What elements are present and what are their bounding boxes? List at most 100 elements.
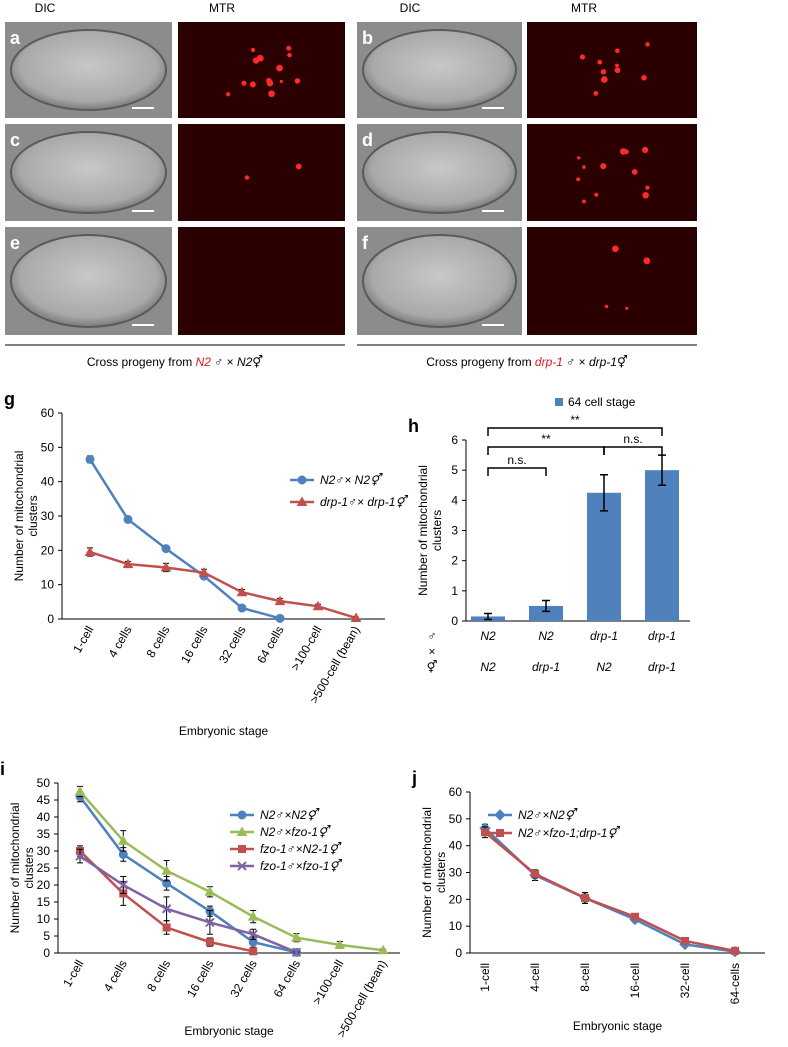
y-tick-label: 20 xyxy=(37,878,51,892)
series-line xyxy=(89,550,357,620)
significance-label: ** xyxy=(541,432,551,446)
mtr-image xyxy=(178,124,345,221)
marker xyxy=(238,845,246,853)
panel-letter: h xyxy=(408,416,419,436)
mtr-spot xyxy=(620,148,627,155)
marker xyxy=(161,544,171,554)
embryo xyxy=(10,234,167,328)
embryo xyxy=(10,131,167,214)
y-tick-label: 10 xyxy=(41,578,55,592)
y-label-line: Number of mitochondrial xyxy=(8,803,22,934)
x-tick-label: 1-cell xyxy=(60,958,86,990)
mtr-spot xyxy=(594,192,599,197)
x-tick-label: drp-1 xyxy=(648,629,676,643)
y-tick-label: 30 xyxy=(41,509,55,523)
error-bar xyxy=(600,473,608,512)
column-header: MTR xyxy=(209,1,235,15)
marker xyxy=(248,929,258,940)
x-axis-label: Embryonic stage xyxy=(179,724,269,738)
significance-label: ** xyxy=(570,413,580,427)
mtr-spot xyxy=(614,67,621,74)
panel-letter: j xyxy=(411,768,417,788)
x-tick-label: N2 xyxy=(538,629,554,643)
marker xyxy=(205,917,215,928)
column-header: DIC xyxy=(400,1,421,15)
x-tick-label: drp-1 xyxy=(590,629,618,643)
marker xyxy=(496,829,504,837)
marker xyxy=(74,785,86,796)
mtr-spot xyxy=(641,146,649,154)
marker xyxy=(249,947,258,956)
x-tick-label: 1-cell xyxy=(478,963,492,992)
y-label-line: clusters xyxy=(434,852,448,893)
mtr-spot xyxy=(249,81,256,88)
marker xyxy=(291,947,302,958)
y-tick-label: 10 xyxy=(449,919,463,933)
x-tick-label: 16-cell xyxy=(628,963,642,998)
mtr-spot xyxy=(625,306,629,310)
marker xyxy=(350,612,362,622)
marker xyxy=(85,454,95,464)
row-label: ♂ xyxy=(428,629,437,643)
column-header: MTR xyxy=(571,1,597,15)
legend-label: N2♂× N2⚥ xyxy=(320,473,383,487)
mtr-spot xyxy=(600,163,607,170)
mtr-spot xyxy=(268,90,275,98)
x-tick-label: N2 xyxy=(480,629,496,643)
mtr-image xyxy=(178,227,345,335)
y-axis-label: Number of mitochondrialclusters xyxy=(420,807,448,938)
y-tick-label: 4 xyxy=(451,493,458,507)
mtr-spot xyxy=(645,185,650,190)
row-label: × xyxy=(428,645,435,659)
mtr-spot xyxy=(579,54,586,60)
row-label: ⚥ xyxy=(427,660,438,674)
y-tick-label: 60 xyxy=(41,406,55,420)
x-tick-label: 32 cells xyxy=(216,624,248,666)
y-tick-label: 15 xyxy=(37,895,51,909)
error-bar xyxy=(542,599,550,613)
marker xyxy=(75,851,85,861)
mtr-spot xyxy=(600,69,607,75)
x-tick-label: N2 xyxy=(596,660,612,674)
panel-letter: a xyxy=(10,28,21,48)
mtr-spot xyxy=(276,64,283,72)
embryo xyxy=(362,131,517,214)
significance-bracket xyxy=(487,467,547,476)
y-tick-label: 20 xyxy=(449,892,463,906)
y-tick-label: 40 xyxy=(37,810,51,824)
mtr-image xyxy=(527,22,697,118)
error-bar xyxy=(484,612,492,621)
marker xyxy=(123,514,133,524)
x-tick-label: 8 cells xyxy=(143,624,172,660)
significance-bracket xyxy=(487,446,605,455)
mtr-spot xyxy=(643,257,651,265)
x-tick-label: 8-cell xyxy=(578,963,592,992)
panel-letter: b xyxy=(362,28,373,48)
y-label-line: Number of mitochondrial xyxy=(416,465,430,596)
bar xyxy=(529,605,563,621)
mtr-spot xyxy=(604,304,609,309)
y-tick-label: 30 xyxy=(37,844,51,858)
mtr-spot xyxy=(244,175,250,180)
marker xyxy=(296,496,308,506)
series-line xyxy=(79,790,384,952)
marker xyxy=(118,849,128,859)
y-axis-label: Number of mitochondrialclusters xyxy=(8,803,36,934)
marker xyxy=(198,567,210,577)
mtr-spot xyxy=(582,165,586,169)
x-axis-label: Embryonic stage xyxy=(573,1019,663,1033)
mtr-spot xyxy=(266,79,274,87)
marker xyxy=(275,613,285,623)
panel-letter: i xyxy=(0,759,5,779)
y-tick-label: 5 xyxy=(451,463,458,477)
mtr-spot xyxy=(286,45,292,51)
mtr-image xyxy=(527,227,697,335)
y-tick-label: 0 xyxy=(43,946,50,960)
marker xyxy=(161,904,172,914)
column-header: DIC xyxy=(35,1,56,15)
x-tick-label: >100-cell xyxy=(288,624,325,673)
y-label-line: Number of mitochondrial xyxy=(420,807,434,938)
x-tick-label: 32-cell xyxy=(678,963,692,998)
mtr-image xyxy=(527,124,697,221)
marker xyxy=(681,936,689,945)
